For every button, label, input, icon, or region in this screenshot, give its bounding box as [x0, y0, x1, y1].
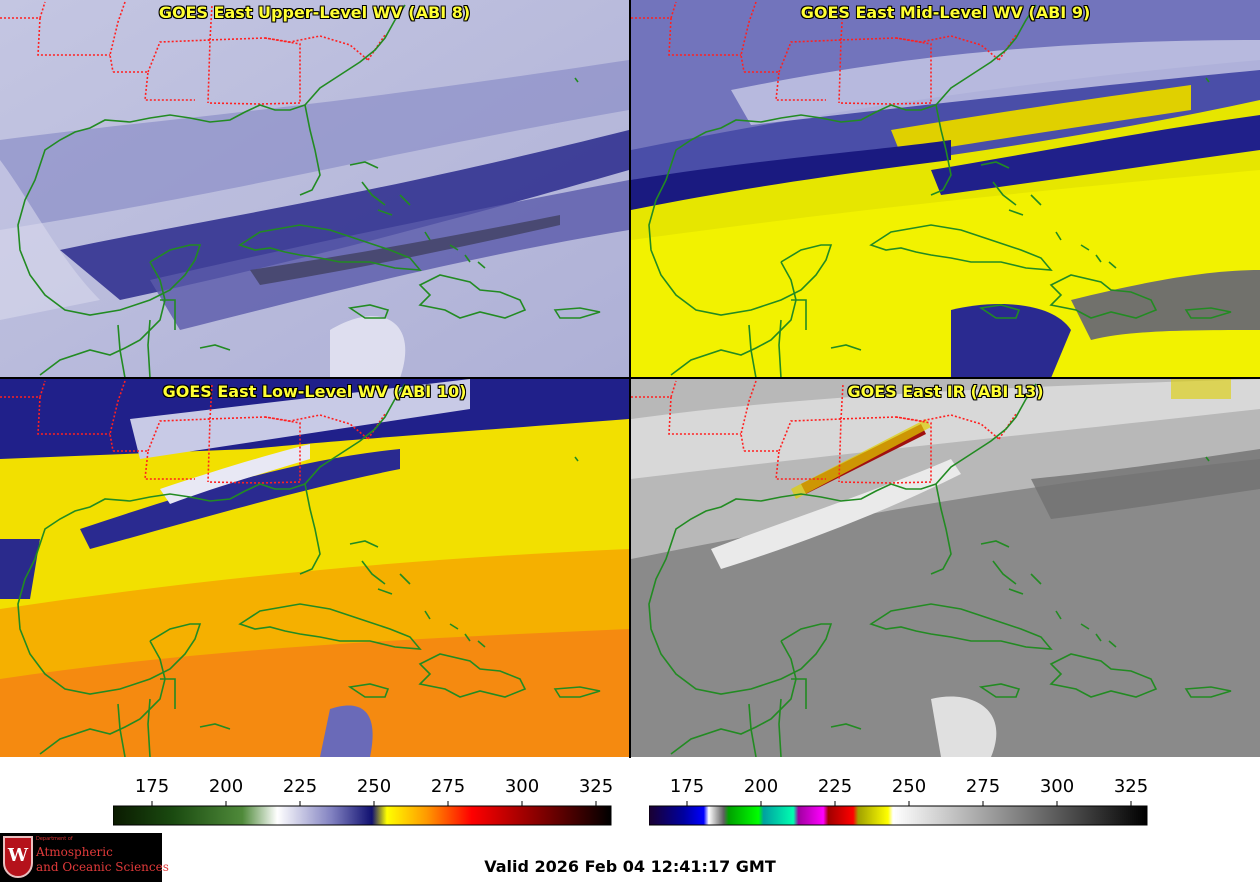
wv-colorbar-bar: [113, 801, 612, 826]
low-level-wv-image: [0, 379, 629, 757]
panel-upper-level-wv: GOES East Upper-Level WV (ABI 8): [0, 0, 629, 378]
logo-department-label: Department of: [36, 836, 73, 842]
uw-crest-logo: W: [3, 836, 33, 878]
logo-line-2: and Oceanic Sciences: [36, 860, 169, 874]
panel-ir: GOES East IR (ABI 13): [631, 379, 1260, 757]
wv-tick-label: 225: [282, 776, 318, 797]
wv-tick-label: 250: [356, 776, 392, 797]
upper-level-wv-image: [0, 0, 629, 378]
ir-tick-label: 225: [817, 776, 853, 797]
ir-tick-label: 325: [1113, 776, 1149, 797]
ir-tick-label: 175: [669, 776, 705, 797]
panel-title-low: GOES East Low-Level WV (ABI 10): [162, 382, 467, 401]
ir-colorbar-bar: [649, 801, 1148, 826]
panel-divider-vertical: [629, 0, 631, 758]
wv-tick-label: 275: [430, 776, 466, 797]
wv-tick-label: 175: [134, 776, 170, 797]
ir-tick-label: 300: [1039, 776, 1075, 797]
ir-image: [631, 379, 1260, 757]
aos-logo: W Department of Atmospheric and Oceanic …: [0, 833, 169, 882]
ir-tick-label: 250: [891, 776, 927, 797]
ir-tick-label: 200: [743, 776, 779, 797]
panel-mid-level-wv: GOES East Mid-Level WV (ABI 9): [631, 0, 1260, 378]
logo-line-1: Atmospheric: [36, 845, 113, 859]
panel-low-level-wv: GOES East Low-Level WV (ABI 10): [0, 379, 629, 757]
wv-tick-label: 325: [578, 776, 614, 797]
panel-title-ir: GOES East IR (ABI 13): [847, 382, 1044, 401]
valid-time-label: Valid 2026 Feb 04 12:41:17 GMT: [484, 857, 776, 876]
panel-title-mid: GOES East Mid-Level WV (ABI 9): [800, 3, 1091, 22]
panel-divider-horizontal: [0, 377, 1260, 379]
wv-tick-label: 300: [504, 776, 540, 797]
wv-tick-label: 200: [208, 776, 244, 797]
panel-title-upper: GOES East Upper-Level WV (ABI 8): [158, 3, 471, 22]
ir-tick-label: 275: [965, 776, 1001, 797]
mid-level-wv-image: [631, 0, 1260, 378]
